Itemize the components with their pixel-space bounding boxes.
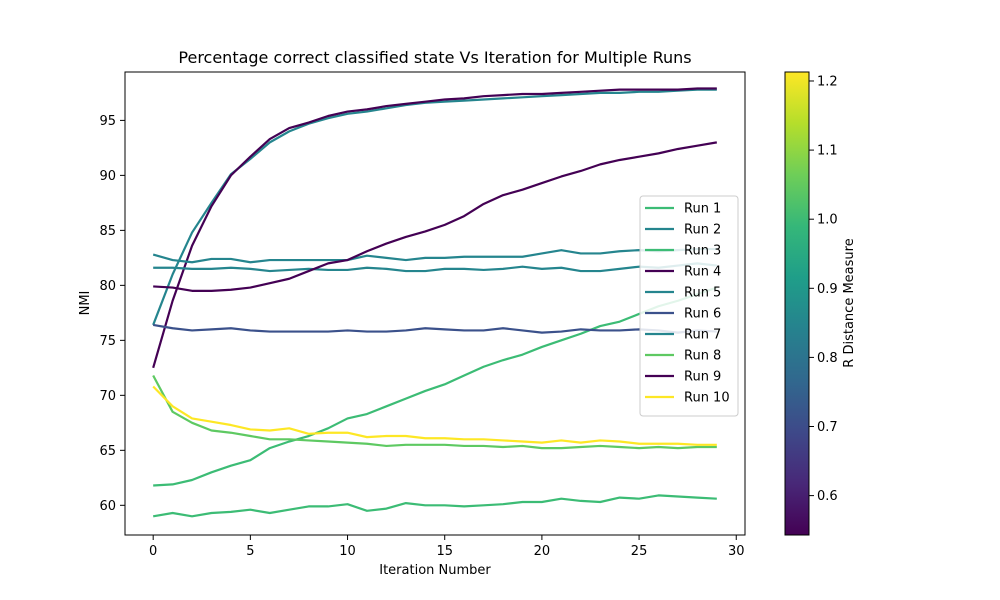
y-axis: 60 65 70 75 80 85 90 95 bbox=[99, 114, 125, 514]
legend-entry-label: Run 7 bbox=[684, 328, 721, 343]
series-line-run-1 bbox=[152, 494, 717, 518]
chart-title: Percentage correct classified state Vs I… bbox=[178, 48, 691, 67]
colorbar-tick-label: 0.6 bbox=[817, 489, 838, 504]
colorbar-frame bbox=[784, 71, 810, 536]
colorbar: 0.6 0.7 0.8 0.9 1.0 1.1 1.2 R Distance Measure bbox=[784, 71, 857, 536]
series-line-run-6 bbox=[152, 323, 717, 334]
x-tick-label: 0 bbox=[149, 544, 157, 559]
legend-entry-label: Run 5 bbox=[684, 286, 721, 301]
y-tick-label: 70 bbox=[99, 389, 116, 404]
legend-entry-label: Run 4 bbox=[684, 265, 721, 280]
y-tick-label: 65 bbox=[99, 444, 116, 459]
colorbar-tick-label: 0.7 bbox=[817, 420, 838, 435]
x-tick-label: 10 bbox=[339, 544, 356, 559]
legend-entry-label: Run 2 bbox=[684, 223, 721, 238]
colorbar-gradient bbox=[785, 72, 809, 535]
y-tick-label: 85 bbox=[99, 224, 116, 239]
series-line-run-9 bbox=[153, 141, 718, 292]
series-lines bbox=[152, 87, 718, 518]
x-tick-label: 30 bbox=[728, 544, 745, 559]
colorbar-tick-label: 0.8 bbox=[817, 351, 838, 366]
legend: Run 1 Run 2 Run 3 Run 4 Run 5 Run 6 Run 7 Run 8… bbox=[639, 195, 739, 417]
y-tick-label: 75 bbox=[99, 334, 116, 349]
colorbar-tick-label: 1.2 bbox=[817, 74, 838, 89]
x-axis-label: Iteration Number bbox=[379, 563, 491, 578]
series-line-run-4 bbox=[152, 87, 717, 369]
plot-frame bbox=[124, 71, 746, 536]
x-axis: 0 5 10 15 20 25 30 bbox=[149, 535, 745, 559]
series-line-run-8 bbox=[152, 375, 717, 450]
series-line-run-3 bbox=[153, 286, 718, 487]
colorbar-tick-label: 0.9 bbox=[817, 282, 838, 297]
y-tick-label: 90 bbox=[99, 169, 116, 184]
series-line-run-10 bbox=[152, 385, 717, 446]
series-line-run-5 bbox=[152, 247, 717, 264]
series-line-run-2 bbox=[152, 88, 717, 326]
y-tick-label: 80 bbox=[99, 279, 116, 294]
legend-entry-label: Run 9 bbox=[684, 370, 721, 385]
legend-entry-label: Run 1 bbox=[684, 202, 721, 217]
colorbar-tick-label: 1.1 bbox=[817, 144, 838, 159]
legend-entry-label: Run 8 bbox=[684, 349, 721, 364]
colorbar-tick-label: 1.0 bbox=[817, 213, 838, 228]
y-tick-label: 60 bbox=[99, 499, 116, 514]
x-tick-label: 5 bbox=[246, 544, 254, 559]
x-tick-label: 20 bbox=[534, 544, 551, 559]
x-tick-label: 25 bbox=[631, 544, 648, 559]
x-tick-label: 15 bbox=[436, 544, 453, 559]
series-line-run-7 bbox=[153, 262, 717, 273]
y-tick-label: 95 bbox=[99, 114, 116, 129]
legend-entry-label: Run 6 bbox=[684, 307, 721, 322]
legend-entry-label: Run 10 bbox=[684, 391, 730, 406]
y-axis-label: NMI bbox=[78, 291, 93, 316]
legend-entry-label: Run 3 bbox=[684, 244, 721, 259]
colorbar-label: R Distance Measure bbox=[842, 238, 857, 367]
